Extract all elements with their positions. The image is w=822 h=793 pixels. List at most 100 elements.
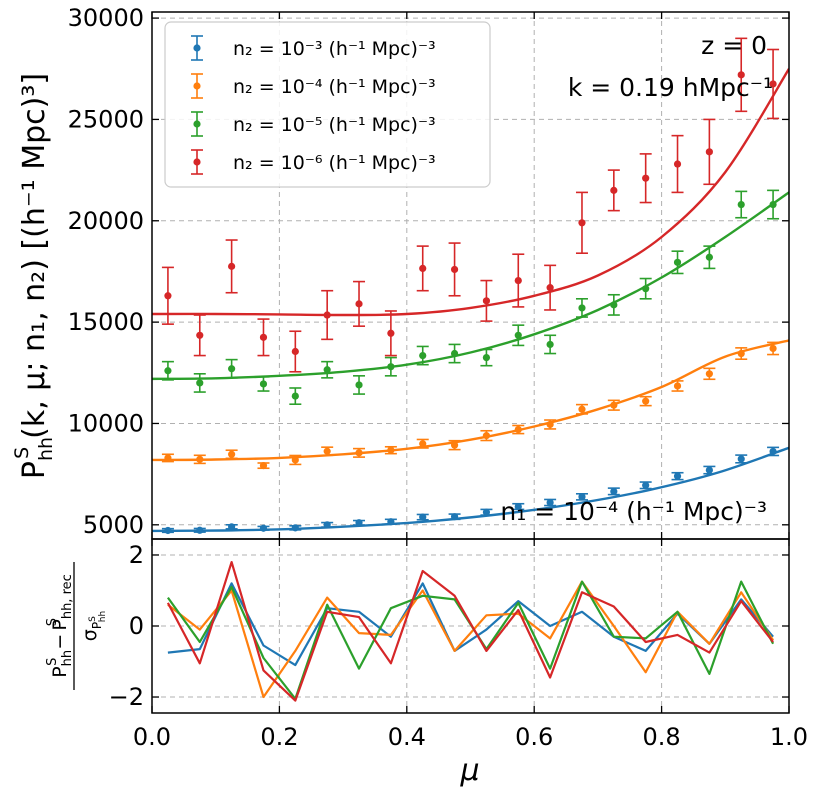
residual-den-sub-sup: S	[88, 616, 98, 622]
bottom-panel-series	[166, 561, 775, 702]
data-point	[482, 508, 491, 516]
bottom-y-tick-label: −2	[109, 683, 144, 711]
data-point	[673, 472, 682, 480]
data-point	[355, 519, 363, 527]
data-point	[259, 333, 268, 341]
y-label-sup: S	[11, 447, 33, 459]
data-point	[769, 344, 777, 353]
fit-curve-1	[152, 339, 789, 462]
data-point	[387, 329, 395, 337]
data-point	[482, 353, 491, 362]
data-point	[705, 466, 713, 474]
data-point	[673, 160, 682, 168]
data-point	[642, 285, 650, 293]
data-point	[546, 340, 554, 349]
legend-label: n₂ = 10⁻⁶ (h⁻¹ Mpc)⁻³	[233, 152, 436, 174]
data-point	[164, 454, 172, 462]
residual-line-3	[166, 561, 774, 702]
data-point	[769, 80, 777, 88]
legend-entry-1: n₂ = 10⁻⁴ (h⁻¹ Mpc)⁻³	[191, 73, 436, 99]
data-point	[164, 292, 172, 300]
data-point	[642, 397, 650, 405]
series-3	[152, 37, 789, 373]
data-point	[196, 526, 204, 534]
legend-marker	[193, 82, 201, 90]
series-2	[152, 189, 789, 406]
x-tick-label: 0.0	[133, 723, 171, 751]
residual-den-sub: P	[90, 622, 104, 629]
x-axis-label: μ	[459, 753, 479, 788]
data-point	[228, 262, 236, 270]
data-point	[450, 265, 459, 274]
data-point	[164, 367, 172, 375]
data-point	[419, 513, 427, 521]
data-point	[196, 379, 204, 387]
data-point	[514, 425, 522, 434]
legend-label: n₂ = 10⁻³ (h⁻¹ Mpc)⁻³	[233, 38, 436, 60]
y-label-p: P	[17, 461, 52, 479]
data-point	[323, 447, 331, 455]
data-point	[578, 219, 586, 227]
residual-num-b-sup: S	[45, 618, 60, 626]
data-point	[514, 276, 522, 285]
redshift-annotation: z = 0	[701, 31, 767, 60]
data-point	[610, 487, 618, 495]
top-y-tick-label: 15000	[68, 308, 144, 336]
data-point	[482, 432, 491, 440]
data-point	[164, 526, 172, 535]
data-point	[228, 365, 236, 373]
data-point	[196, 331, 204, 339]
svg-text:σPShh: σPShh	[79, 611, 108, 641]
legend-entry-0: n₂ = 10⁻³ (h⁻¹ Mpc)⁻³	[191, 35, 436, 61]
data-point	[546, 284, 554, 292]
axis-tick-labels: 5000 10000 15000 20000 25000 30000 −2 0 2 0.0 0.2 0…	[68, 4, 808, 751]
x-tick-label: 0.2	[260, 723, 298, 751]
fit-curve-3	[152, 68, 789, 317]
data-point	[291, 456, 299, 464]
legend-box	[164, 21, 491, 188]
bottom-y-axis-label: PhhS−Phh, recS σPShh	[45, 562, 108, 690]
data-point	[546, 498, 554, 507]
data-point	[546, 420, 554, 429]
residual-num-b-sub: hh, rec	[60, 574, 75, 619]
data-point	[323, 366, 331, 374]
x-tick-label: 0.8	[643, 723, 681, 751]
data-point	[642, 174, 650, 182]
data-point	[610, 301, 618, 309]
bottom-y-tick-label: 2	[129, 541, 144, 569]
data-point	[673, 382, 682, 390]
top-y-tick-label: 30000	[68, 4, 144, 32]
data-point	[737, 349, 745, 358]
data-point	[514, 331, 522, 339]
data-point	[737, 71, 745, 79]
residual-num-a-sub: hh	[60, 650, 75, 666]
data-point	[228, 523, 236, 531]
data-point	[578, 493, 586, 501]
top-y-tick-label: 25000	[68, 105, 144, 133]
data-point	[514, 502, 522, 511]
data-point	[419, 351, 427, 360]
data-point	[610, 186, 618, 194]
top-y-axis-label: PhhS (k, μ; n₁, n₂) [(h⁻¹ Mpc)³]	[11, 73, 57, 479]
data-point	[450, 441, 459, 449]
data-point	[387, 446, 395, 454]
residual-num-b: P	[49, 619, 71, 630]
axis-ticks	[151, 12, 790, 713]
data-point	[387, 518, 395, 526]
fit-curve-2	[152, 191, 789, 381]
data-point	[705, 253, 713, 261]
top-y-tick-label: 20000	[68, 207, 144, 235]
legend-entry-2: n₂ = 10⁻⁵ (h⁻¹ Mpc)⁻³	[191, 111, 436, 137]
y-label-args: (k, μ; n₁, n₂) [(h⁻¹ Mpc)³]	[17, 73, 52, 439]
residual-num-a: P	[49, 666, 71, 677]
data-point	[578, 304, 586, 312]
legend-marker	[193, 120, 201, 128]
data-point	[291, 347, 299, 356]
x-tick-label: 0.4	[388, 723, 426, 751]
data-point	[291, 524, 299, 532]
series-0	[152, 446, 789, 535]
data-point	[419, 440, 427, 448]
top-y-tick-label: 5000	[83, 511, 144, 539]
data-point	[355, 381, 363, 389]
